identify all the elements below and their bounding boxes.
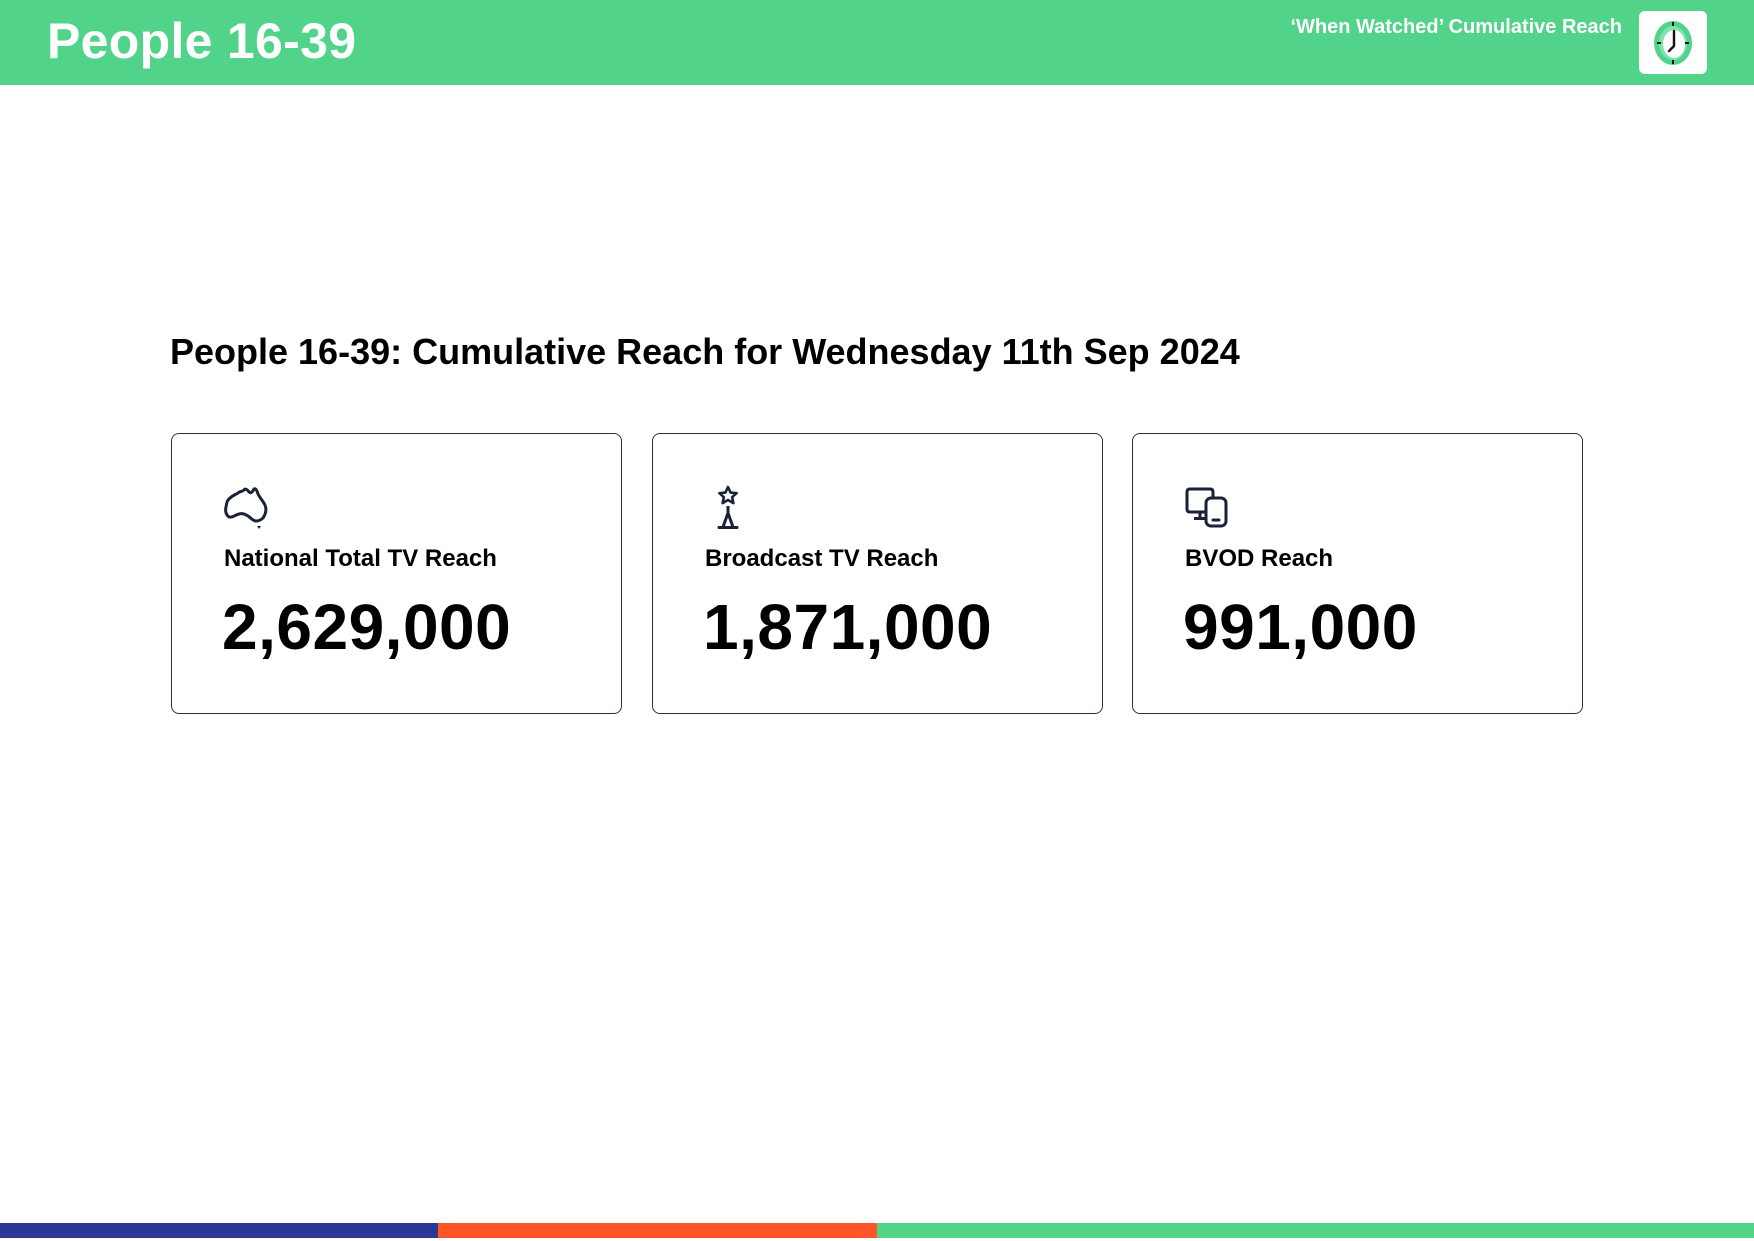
card-label: BVOD Reach <box>1185 545 1334 572</box>
footer-bar-green <box>877 1223 1754 1238</box>
footer-bar-navy <box>0 1223 438 1238</box>
card-broadcast-tv-reach: Broadcast TV Reach 1,871,000 <box>652 433 1103 714</box>
footer-color-bar <box>0 1223 1754 1238</box>
broadcast-tower-star-icon <box>704 485 752 531</box>
card-value: 2,629,000 <box>222 591 512 663</box>
clock-icon <box>1639 11 1707 74</box>
header-bar: People 16-39 ‘When Watched’ Cumulative R… <box>0 0 1754 85</box>
devices-monitor-phone-icon <box>1184 485 1232 531</box>
card-value: 1,871,000 <box>703 591 993 663</box>
card-national-total-tv-reach: National Total TV Reach 2,629,000 <box>171 433 622 714</box>
card-bvod-reach: BVOD Reach 991,000 <box>1132 433 1583 714</box>
page-title: People 16-39 <box>47 13 357 69</box>
card-label: Broadcast TV Reach <box>705 545 939 572</box>
report-type-label: ‘When Watched’ Cumulative Reach <box>1290 16 1622 38</box>
card-label: National Total TV Reach <box>224 545 497 572</box>
page-heading: People 16-39: Cumulative Reach for Wedne… <box>170 331 1240 372</box>
card-value: 991,000 <box>1183 591 1418 663</box>
australia-map-icon <box>223 485 271 531</box>
footer-bar-orange <box>438 1223 877 1238</box>
